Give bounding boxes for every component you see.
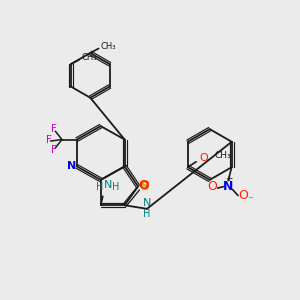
Text: F: F <box>51 145 56 155</box>
Text: H: H <box>96 182 103 192</box>
Text: N: N <box>103 180 112 190</box>
Text: O: O <box>199 153 208 163</box>
Text: H: H <box>112 182 119 192</box>
Text: O: O <box>238 189 248 202</box>
Text: N: N <box>143 199 151 208</box>
Text: CH₃: CH₃ <box>81 53 97 62</box>
Text: +: + <box>225 174 232 183</box>
Text: F: F <box>51 124 56 134</box>
Text: ⁻: ⁻ <box>247 196 253 206</box>
Text: O: O <box>207 180 217 193</box>
Text: N: N <box>67 161 76 171</box>
Text: F: F <box>46 134 52 145</box>
Text: CH₃: CH₃ <box>214 151 231 160</box>
Text: H: H <box>143 209 151 219</box>
Text: N: N <box>223 180 233 193</box>
Text: CH₃: CH₃ <box>101 42 116 51</box>
Text: S: S <box>140 180 149 193</box>
Text: O: O <box>138 179 149 192</box>
